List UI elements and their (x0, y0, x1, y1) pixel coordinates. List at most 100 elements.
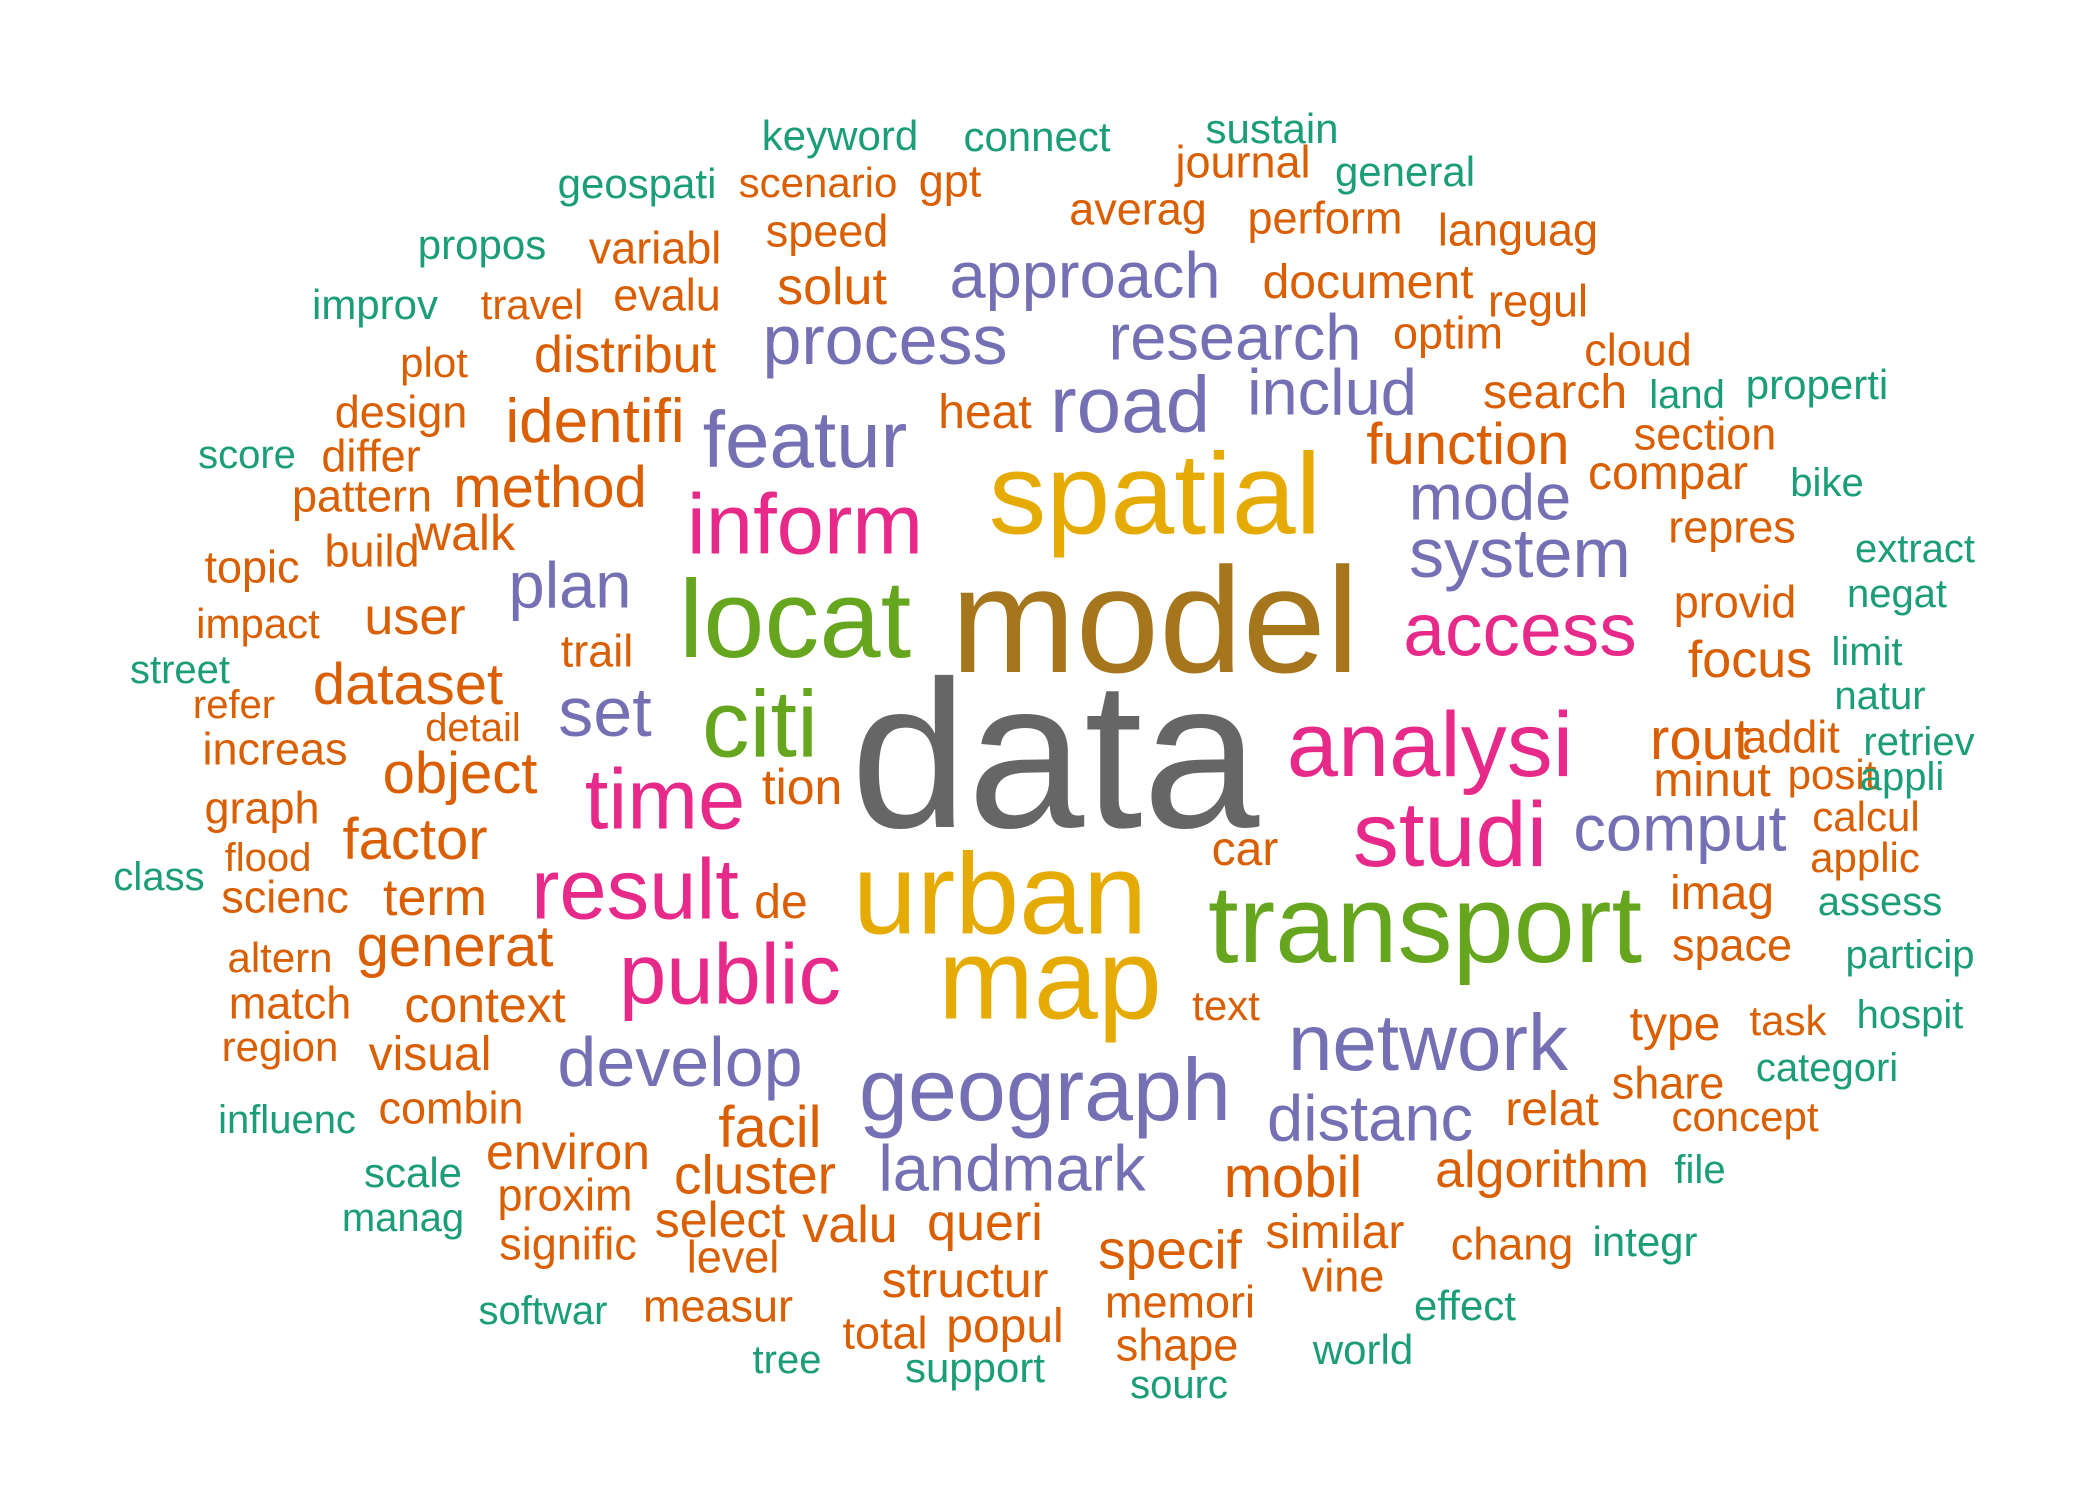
word-keyword: keyword (761, 112, 919, 159)
word-score: score (198, 433, 296, 477)
word-sustain: sustain (1205, 105, 1339, 152)
word-studi: studi (1352, 784, 1548, 886)
word-measur: measur (642, 1280, 794, 1332)
word-identifi: identifi (505, 387, 685, 456)
word-generat: generat (356, 914, 554, 979)
word-provid: provid (1673, 576, 1797, 628)
word-structur: structur (881, 1252, 1049, 1308)
word-featur: featur (702, 395, 908, 484)
word-method: method (453, 455, 647, 520)
word-rout: rout (1650, 707, 1750, 772)
word-extract: extract (1854, 527, 1976, 571)
word-softwar: softwar (478, 1289, 608, 1333)
word-land: land (1649, 373, 1725, 417)
word-term: term (383, 869, 487, 927)
word-bike: bike (1790, 461, 1864, 505)
word-dataset: dataset (312, 652, 504, 717)
word-hospit: hospit (1856, 993, 1964, 1037)
word-street: street (129, 648, 231, 692)
word-similar: similar (1265, 1206, 1405, 1259)
word-context: context (404, 977, 566, 1033)
word-analysi: analysi (1286, 694, 1574, 796)
word-research: research (1108, 300, 1362, 374)
word-memori: memori (1104, 1276, 1256, 1328)
word-posit: posit (1787, 751, 1877, 798)
word-match: match (228, 977, 352, 1029)
word-cloud: cloud (1584, 324, 1692, 376)
word-includ: includ (1247, 355, 1417, 429)
word-urban: urban (852, 830, 1148, 959)
word-travel: travel (480, 281, 584, 328)
word-set: set (558, 673, 652, 751)
word-object: object (382, 741, 538, 806)
word-effect: effect (1414, 1282, 1516, 1329)
word-sourc: sourc (1130, 1363, 1228, 1407)
word-visual: visual (368, 1028, 492, 1081)
word-road: road (1049, 360, 1211, 449)
word-approach: approach (949, 238, 1221, 312)
word-class: class (113, 855, 205, 899)
word-combin: combin (378, 1082, 524, 1134)
word-section: section (1633, 408, 1777, 460)
word-build: build (324, 525, 420, 577)
word-altern: altern (227, 934, 333, 981)
word-improv: improv (311, 281, 439, 328)
word-region: region (221, 1023, 339, 1070)
word-specif: specif (1098, 1218, 1242, 1281)
word-graph: graph (204, 782, 320, 834)
word-impact: impact (196, 600, 320, 647)
word-scienc: scienc (221, 871, 349, 923)
word-languag: languag (1437, 204, 1599, 256)
word-heat: heat (938, 386, 1032, 439)
word-tion: tion (761, 759, 843, 815)
word-time: time (584, 752, 746, 848)
word-general: general (1334, 148, 1476, 195)
word-function: function (1366, 412, 1570, 477)
word-natur: natur (1834, 674, 1926, 718)
word-retriev: retriev (1863, 720, 1975, 764)
word-signific: signific (499, 1218, 637, 1270)
word-total: total (842, 1307, 928, 1359)
word-tree: tree (752, 1338, 822, 1382)
word-queri: queri (927, 1194, 1043, 1252)
word-minut: minut (1653, 754, 1771, 807)
word-landmark: landmark (878, 1131, 1146, 1205)
word-plot: plot (400, 339, 468, 386)
word-concept: concept (1671, 1093, 1819, 1140)
word-select: select (654, 1192, 786, 1248)
word-map: map (938, 915, 1162, 1044)
word-search: search (1482, 366, 1628, 419)
word-car: car (1211, 823, 1279, 876)
word-inform: inform (686, 477, 924, 573)
word-particip: particip (1845, 933, 1975, 977)
word-negat: negat (1846, 572, 1948, 616)
word-focus: focus (1687, 631, 1813, 689)
word-public: public (618, 927, 842, 1023)
word-comput: comput (1573, 791, 1787, 865)
word-process: process (762, 301, 1008, 379)
word-spatial: spatial (988, 430, 1322, 559)
word-journal: journal (1175, 136, 1311, 188)
word-optim: optim (1392, 307, 1504, 359)
word-distanc: distanc (1267, 1081, 1473, 1155)
word-facil: facil (718, 1095, 822, 1160)
word-user: user (364, 588, 466, 646)
word-level: level (686, 1231, 780, 1283)
word-categori: categori (1755, 1046, 1899, 1090)
word-network: network (1287, 998, 1569, 1087)
word-addit: addit (1742, 711, 1840, 763)
word-shape: shape (1115, 1319, 1239, 1371)
word-limit: limit (1831, 630, 1903, 674)
word-scale: scale (363, 1149, 463, 1196)
word-refer: refer (192, 683, 276, 727)
word-regul: regul (1487, 275, 1589, 327)
word-assess: assess (1817, 880, 1943, 924)
word-file: file (1674, 1148, 1726, 1192)
word-evalu: evalu (613, 269, 721, 321)
word-support: support (904, 1344, 1046, 1391)
word-walk: walk (414, 505, 516, 561)
word-document: document (1262, 256, 1474, 309)
word-result: result (531, 842, 739, 938)
word-popul: popul (946, 1300, 1064, 1353)
word-properti: properti (1745, 361, 1889, 408)
